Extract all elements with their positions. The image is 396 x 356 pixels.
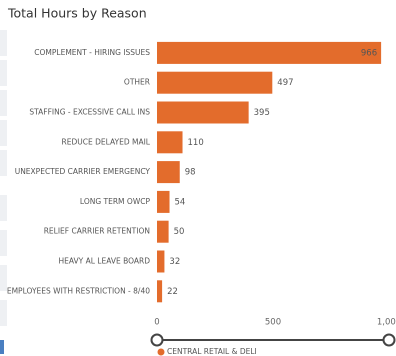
y-tick-label: EMPLOYEES WITH RESTRICTION - 8/40 (7, 286, 150, 295)
x-tick-label: 1,000 (377, 318, 396, 328)
y-tick-label: RELIEF CARRIER RETENTION (44, 227, 150, 236)
bar (157, 101, 249, 124)
data-label: 32 (169, 257, 180, 267)
bar (157, 220, 169, 243)
data-label: 50 (174, 227, 185, 237)
data-label: 22 (167, 287, 178, 297)
y-tick-label: COMPLEMENT - HIRING ISSUES (34, 48, 150, 57)
bar (157, 71, 273, 94)
data-label: 966 (361, 48, 377, 58)
y-tick-label: UNEXPECTED CARRIER EMERGENCY (15, 167, 151, 176)
x-tick-label: 0 (154, 318, 159, 328)
y-tick-label: STAFFING - EXCESSIVE CALL INS (29, 108, 150, 117)
y-tick-label: LONG TERM OWCP (80, 197, 151, 206)
data-label: 54 (175, 197, 186, 207)
bar (157, 250, 165, 273)
bar (157, 131, 183, 154)
y-tick-label: REDUCE DELAYED MAIL (62, 137, 151, 146)
side-marker (0, 340, 4, 354)
bar (157, 161, 180, 184)
data-label: 395 (254, 108, 270, 118)
legend-marker (157, 348, 165, 356)
side-strip (0, 30, 7, 326)
bar (157, 190, 170, 213)
data-label: 110 (188, 138, 204, 148)
bar (157, 280, 163, 303)
chart-title: Total Hours by Reason (7, 6, 147, 21)
y-tick-label: HEAVY AL LEAVE BOARD (58, 257, 150, 266)
legend-label: CENTRAL RETAIL & DELI (167, 347, 257, 356)
y-tick-label: OTHER (124, 78, 150, 87)
data-label: 497 (277, 78, 293, 88)
x-tick-label: 500 (265, 318, 281, 328)
data-label: 98 (185, 168, 196, 178)
bar (157, 41, 382, 64)
x-slider[interactable] (150, 333, 396, 347)
